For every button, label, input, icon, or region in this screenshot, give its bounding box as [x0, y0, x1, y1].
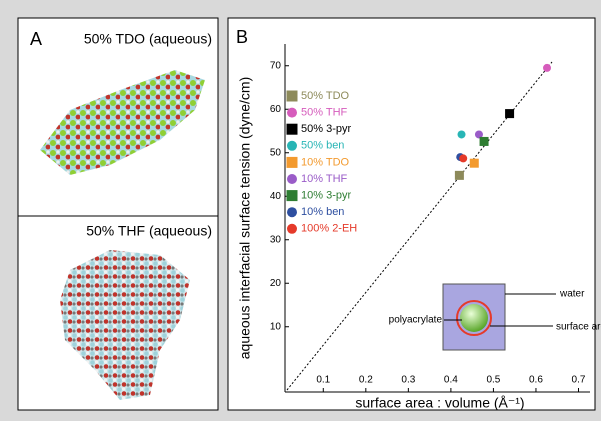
- legend-marker: [287, 207, 297, 218]
- legend-label: 10% TDO: [301, 156, 350, 168]
- panel-title: 50% THF (aqueous): [86, 223, 212, 239]
- legend-marker: [286, 90, 298, 102]
- legend-label: 10% 3-pyr: [301, 190, 351, 202]
- legend-label: 10% THF: [301, 173, 348, 185]
- y-tick-label: 70: [270, 60, 282, 71]
- point: [479, 136, 489, 146]
- panel-title: 50% TDO (aqueous): [84, 31, 212, 47]
- point: [505, 109, 515, 119]
- panel-b: [227, 17, 596, 411]
- x-axis-label: surface area : volume (Å⁻¹): [355, 395, 524, 411]
- x-tick-label: 0.1: [316, 375, 330, 386]
- legend-marker: [286, 123, 298, 135]
- inset-label: surface area: [556, 322, 601, 333]
- legend-marker: [287, 174, 297, 184]
- y-tick-label: 30: [270, 234, 282, 245]
- legend-label: 50% ben: [301, 140, 344, 152]
- legend-label: 50% THF: [301, 107, 348, 119]
- x-tick-label: 0.4: [444, 375, 458, 386]
- inset-particle: [460, 304, 488, 332]
- legend-marker: [287, 223, 297, 234]
- inset-surface: [456, 300, 492, 336]
- molecule-image: [40, 70, 205, 175]
- legend-marker: [287, 107, 297, 118]
- legend-label: 10% ben: [301, 206, 344, 218]
- inset-label: polyacrylate: [389, 315, 443, 326]
- point: [469, 158, 479, 168]
- y-tick-label: 40: [270, 191, 282, 202]
- y-tick-label: 60: [270, 104, 282, 115]
- y-tick-label: 20: [270, 278, 282, 289]
- legend-marker: [286, 156, 298, 168]
- panel-label: B: [236, 27, 248, 47]
- point: [457, 130, 466, 139]
- molecule-image: [60, 250, 190, 400]
- legend-label: 50% TDO: [301, 90, 350, 102]
- x-tick-label: 0.2: [359, 375, 373, 386]
- y-tick-label: 50: [270, 147, 282, 158]
- inset-label: water: [559, 289, 585, 300]
- point: [474, 130, 483, 139]
- point: [543, 63, 552, 72]
- x-tick-label: 0.7: [572, 375, 586, 386]
- legend-label: 100% 2-EH: [301, 223, 357, 235]
- legend-label: 50% 3-pyr: [301, 123, 351, 135]
- x-tick-label: 0.3: [401, 375, 415, 386]
- y-tick-label: 10: [270, 321, 282, 332]
- x-tick-label: 0.5: [486, 375, 500, 386]
- legend-marker: [287, 140, 297, 151]
- legend-marker: [286, 190, 298, 202]
- point: [459, 154, 468, 163]
- x-tick-label: 0.6: [529, 375, 543, 386]
- panel-label: A: [30, 29, 42, 49]
- point: [454, 170, 464, 180]
- y-axis-label: aqueous interfacial surface tension (dyn…: [237, 77, 253, 359]
